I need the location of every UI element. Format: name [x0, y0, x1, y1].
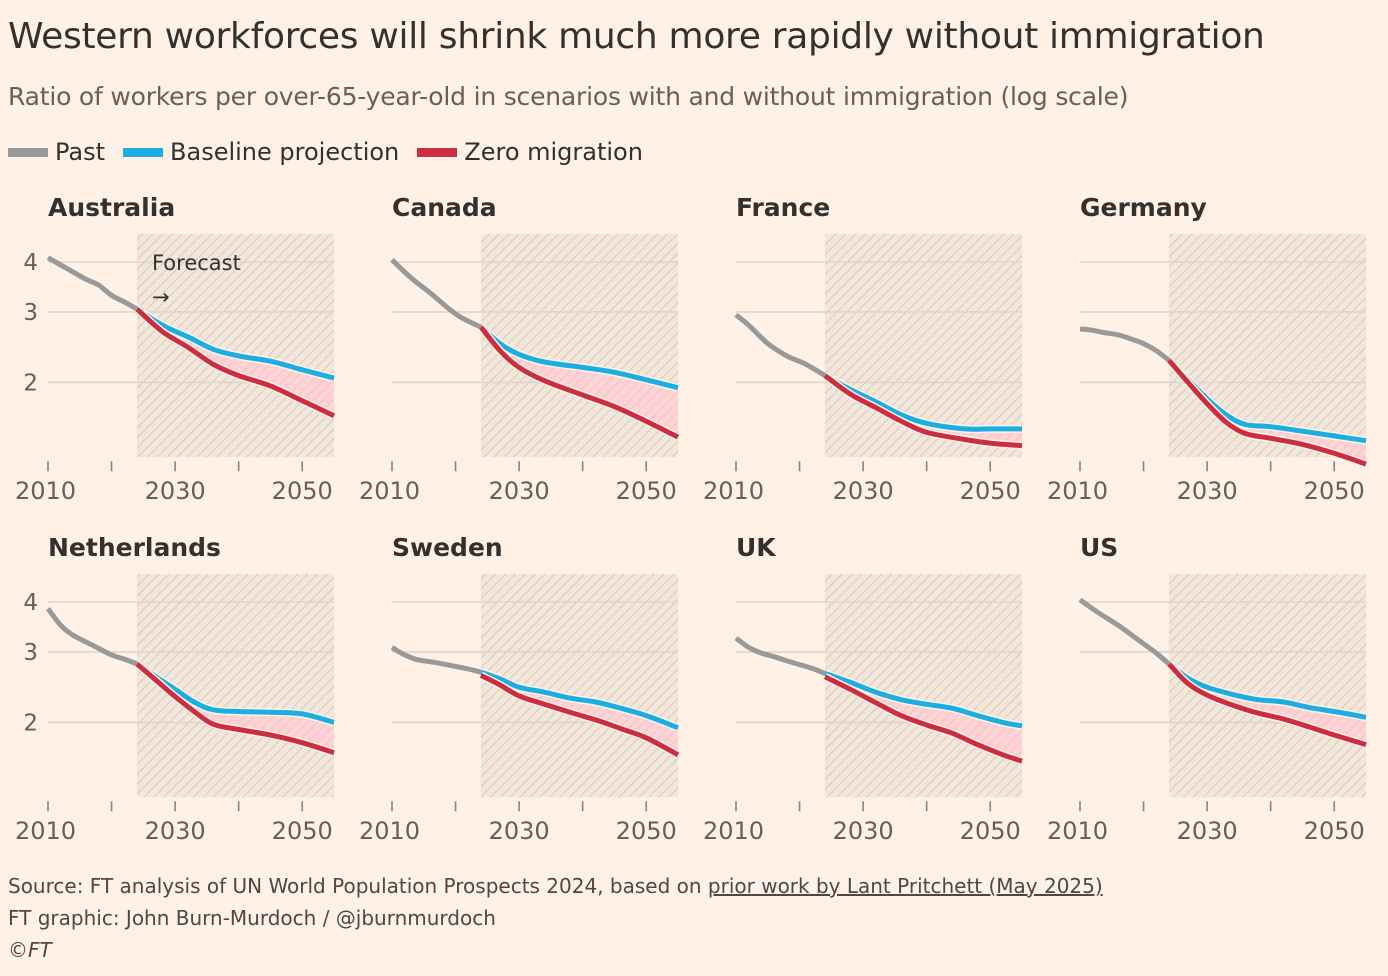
panel-canada: Canada 2010 2030 2050	[359, 193, 680, 505]
past-line	[390, 645, 482, 675]
panel-australia: Australia 2 3 4 2010 2030 2050 Forecast →	[15, 193, 336, 505]
y-tick-label: 4	[23, 590, 38, 616]
legend-item-zero-migration: Zero migration	[417, 138, 643, 166]
credit-line: FT graphic: John Burn-Murdoch / @jburnmu…	[8, 906, 496, 930]
x-tick-label: 2010	[703, 817, 764, 845]
panel-title: France	[736, 193, 830, 222]
past-line	[734, 312, 827, 378]
x-tick-label: 2010	[359, 817, 420, 845]
chart-title: Western workforces will shrink much more…	[8, 16, 1265, 57]
panel-netherlands: Netherlands 2 3 4 2010 2030 2050	[15, 533, 336, 845]
legend-label-past: Past	[55, 138, 106, 166]
past-line	[1079, 326, 1171, 363]
x-tick-label: 2010	[703, 477, 764, 505]
legend-item-baseline: Baseline projection	[123, 138, 399, 166]
forecast-annotation: Forecast	[152, 251, 241, 275]
footer: Source: FT analysis of UN World Populati…	[8, 870, 1103, 966]
panel-title: Canada	[392, 193, 497, 222]
baseline-line	[480, 669, 679, 731]
past-line	[1078, 597, 1171, 666]
zero-migration-line	[1167, 358, 1367, 467]
zero-migration-line	[135, 307, 336, 419]
legend-label-baseline: Baseline projection	[170, 138, 400, 166]
x-tick-label: 2050	[272, 817, 333, 845]
past-line	[46, 255, 139, 312]
baseline-line	[824, 671, 1023, 729]
migration-gap-area	[137, 664, 334, 753]
x-tick-label: 2050	[960, 817, 1021, 845]
past-line	[390, 258, 483, 330]
zero-migration-line	[479, 325, 680, 440]
legend-item-past: Past	[8, 138, 105, 166]
panel-title: US	[1080, 533, 1118, 562]
y-tick-label: 2	[23, 370, 38, 396]
x-tick-label: 2050	[1304, 817, 1365, 845]
baseline-line	[135, 306, 335, 381]
x-tick-label: 2050	[1304, 477, 1365, 505]
baseline-line	[479, 325, 679, 391]
x-tick-label: 2030	[833, 477, 894, 505]
legend: Past Baseline projection Zero migration	[8, 138, 661, 166]
baseline-line	[1167, 661, 1367, 720]
forecast-region	[136, 233, 334, 458]
panel-title: UK	[736, 533, 777, 562]
panel-sweden: Sweden 2010 2030 2050	[359, 533, 680, 845]
x-tick-label: 2030	[833, 817, 894, 845]
source-text: Source: FT analysis of UN World Populati…	[8, 874, 708, 898]
panel-uk: UK 2010 2030 2050	[703, 533, 1024, 845]
x-tick-label: 2030	[145, 477, 206, 505]
zero-migration-line	[479, 673, 680, 758]
x-tick-label: 2030	[1177, 817, 1238, 845]
x-tick-label: 2010	[359, 477, 420, 505]
y-tick-label: 3	[23, 300, 38, 326]
y-tick-label: 2	[23, 710, 38, 736]
legend-label-zero-migration: Zero migration	[464, 138, 643, 166]
forecast-arrow-icon: →	[152, 285, 170, 309]
x-tick-label: 2050	[960, 477, 1021, 505]
zero-migration-line	[1167, 662, 1367, 747]
panel-france: France 2010 2030 2050	[703, 193, 1023, 505]
x-tick-label: 2030	[489, 477, 550, 505]
source-link[interactable]: prior work by Lant Pritchett (May 2025)	[707, 874, 1103, 898]
x-tick-label: 2050	[616, 817, 677, 845]
panel-germany: Germany 2010 2030 2050	[1047, 193, 1368, 505]
baseline-line	[823, 373, 1022, 432]
forecast-region	[1168, 233, 1366, 458]
y-tick-label: 3	[23, 640, 38, 666]
y-tick-label: 4	[23, 250, 38, 276]
copyright: ©FT	[8, 938, 52, 962]
panel-us: US 2010 2030 2050	[1047, 533, 1368, 845]
past-line	[45, 607, 138, 667]
source-line: Source: FT analysis of UN World Populati…	[8, 870, 1103, 902]
x-tick-label: 2010	[1047, 477, 1108, 505]
x-tick-label: 2030	[145, 817, 206, 845]
legend-swatch-baseline	[123, 147, 164, 157]
chart-subtitle: Ratio of workers per over-65-year-old in…	[8, 82, 1129, 111]
x-tick-label: 2010	[15, 817, 76, 845]
x-tick-label: 2010	[1047, 817, 1108, 845]
legend-swatch-past	[8, 147, 48, 157]
legend-swatch-zero-migration	[417, 147, 458, 157]
panel-title: Netherlands	[48, 533, 221, 562]
panel-title: Australia	[48, 193, 175, 222]
x-tick-label: 2010	[15, 477, 76, 505]
x-tick-label: 2050	[616, 477, 677, 505]
zero-migration-line	[135, 662, 335, 756]
zero-migration-line	[823, 373, 1023, 449]
zero-migration-line	[823, 674, 1023, 764]
migration-gap-area	[825, 375, 1022, 446]
panel-title: Germany	[1080, 193, 1207, 222]
x-tick-label: 2030	[1177, 477, 1238, 505]
panel-title: Sweden	[392, 533, 503, 562]
x-tick-label: 2030	[489, 817, 550, 845]
past-line	[734, 636, 826, 676]
migration-gap-area	[1169, 360, 1366, 465]
x-tick-label: 2050	[272, 477, 333, 505]
